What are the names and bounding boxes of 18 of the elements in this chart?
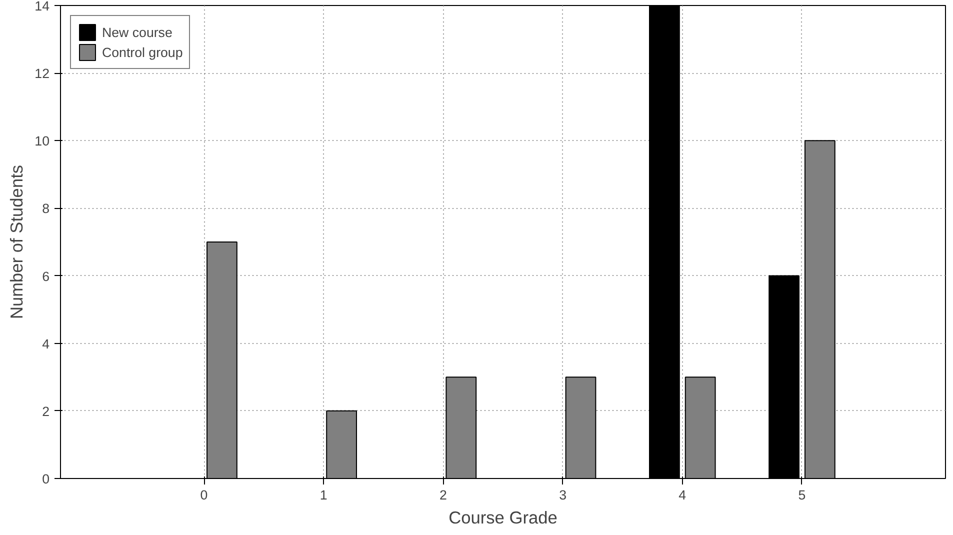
x-tick-label: 4 bbox=[678, 488, 687, 502]
y-tick-label: 8 bbox=[42, 201, 50, 216]
x-tick-label: 1 bbox=[320, 488, 328, 502]
x-tick-label: 5 bbox=[798, 488, 806, 502]
y-tick-label: 6 bbox=[42, 268, 50, 284]
x-tick-label: 0 bbox=[200, 488, 208, 502]
y-tick-label: 12 bbox=[34, 66, 50, 82]
x-tick-label: 2 bbox=[439, 488, 447, 502]
x-axis-title: Course Grade bbox=[448, 508, 558, 528]
y-tick-label: 4 bbox=[42, 336, 50, 352]
y-axis-title: Number of Students bbox=[6, 164, 27, 320]
y-tick-label: 10 bbox=[34, 134, 50, 149]
y-tick-label: 14 bbox=[34, 0, 50, 14]
legend-label: New course bbox=[102, 24, 172, 40]
legend-label: Control group bbox=[102, 44, 183, 60]
y-tick-label: 0 bbox=[42, 472, 50, 486]
x-tick-label: 3 bbox=[559, 488, 567, 502]
y-tick-label: 2 bbox=[42, 404, 50, 419]
